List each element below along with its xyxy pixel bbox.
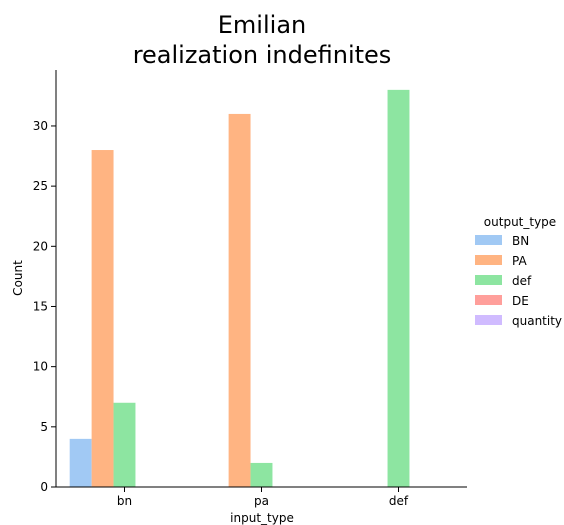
legend-swatch-def <box>475 275 502 285</box>
legend-label-DE: DE <box>512 294 529 308</box>
legend-swatch-DE <box>475 295 502 305</box>
x-tick-label: pa <box>254 494 269 508</box>
legend-label-BN: BN <box>512 234 529 248</box>
y-tick-label: 0 <box>40 480 48 494</box>
y-tick-label: 25 <box>33 179 48 193</box>
chart-title: Emilian realization indefinites <box>133 11 392 69</box>
bar-def-def <box>387 89 410 488</box>
legend-title: output_type <box>484 215 556 229</box>
bar-PA-bn <box>91 150 114 487</box>
chart-title-line-2: realization indefinites <box>133 41 392 69</box>
legend-label-def: def <box>512 274 532 288</box>
legend-label-quantity: quantity <box>512 314 562 328</box>
y-tick-label: 5 <box>40 420 48 434</box>
x-axis-label: input_type <box>230 511 294 525</box>
x-tick-label: def <box>389 494 409 508</box>
legend-label-PA: PA <box>512 254 527 268</box>
bar-BN-bn <box>69 438 92 487</box>
y-tick-label: 30 <box>33 119 48 133</box>
bar-def-pa <box>250 462 273 487</box>
y-tick-label: 10 <box>33 360 48 374</box>
y-tick-label: 20 <box>33 239 48 253</box>
bar-def-bn <box>113 402 136 487</box>
chart-title-line-1: Emilian <box>218 11 306 39</box>
y-axis: 0 5 10 15 20 25 30 <box>33 70 57 494</box>
x-tick-label: bn <box>117 494 132 508</box>
bar-PA-pa <box>228 113 251 488</box>
legend-swatch-quantity <box>475 315 502 325</box>
y-tick-label: 15 <box>33 299 48 313</box>
x-axis: bn pa def <box>56 486 467 508</box>
plot-area <box>69 89 410 488</box>
legend-swatch-PA <box>475 255 502 265</box>
legend-swatch-BN <box>475 235 502 245</box>
legend: output_type BN PA def DE quantity <box>475 215 562 328</box>
y-axis-label: Count <box>11 260 25 296</box>
